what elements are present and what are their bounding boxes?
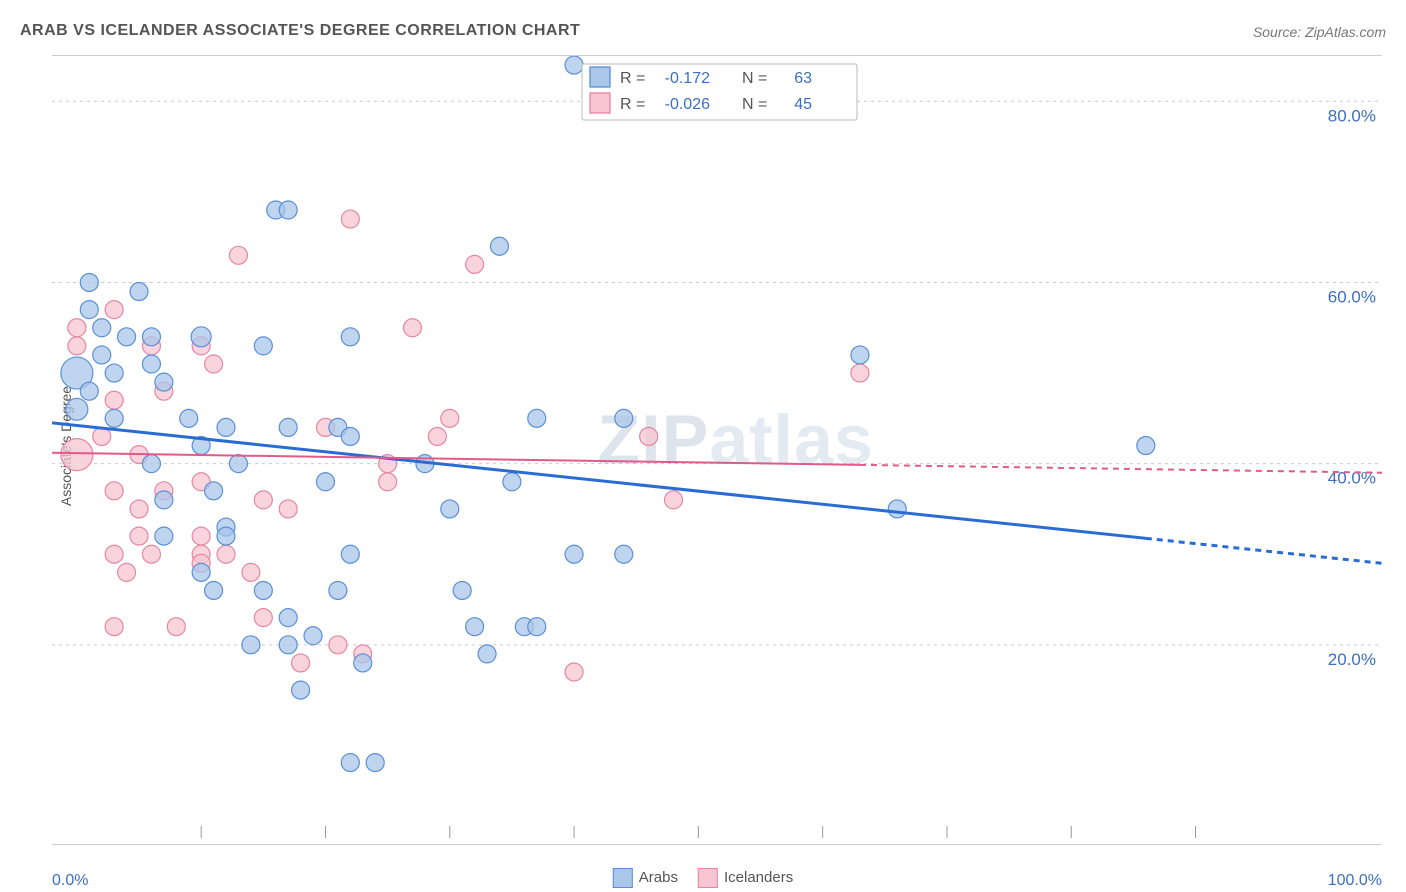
svg-text:ZIPatlas: ZIPatlas [597,401,873,479]
x-axis-max-label: 100.0% [1328,872,1382,890]
svg-text:20.0%: 20.0% [1328,650,1376,669]
legend-item: Icelanders [698,868,793,888]
chart-title: ARAB VS ICELANDER ASSOCIATE'S DEGREE COR… [20,22,580,40]
x-axis-min-label: 0.0% [52,872,88,890]
svg-text:R =: R = [620,70,645,87]
plot-area: 20.0%40.0%60.0%80.0%ZIPatlasR =-0.172N =… [52,55,1382,845]
legend-item: Arabs [613,868,678,888]
svg-text:63: 63 [794,70,812,87]
svg-text:60.0%: 60.0% [1328,287,1376,306]
source-label: Source: ZipAtlas.com [1253,24,1386,40]
svg-text:N =: N = [742,96,767,113]
svg-text:N =: N = [742,70,767,87]
scatter-chart: 20.0%40.0%60.0%80.0%ZIPatlasR =-0.172N =… [52,56,1382,846]
svg-text:-0.026: -0.026 [665,96,710,113]
svg-text:45: 45 [794,96,812,113]
legend-swatch [698,868,718,888]
svg-text:80.0%: 80.0% [1328,106,1376,125]
svg-text:R =: R = [620,96,645,113]
svg-text:-0.172: -0.172 [665,70,710,87]
bottom-legend: Arabs Icelanders [613,868,793,888]
legend-swatch [613,868,633,888]
